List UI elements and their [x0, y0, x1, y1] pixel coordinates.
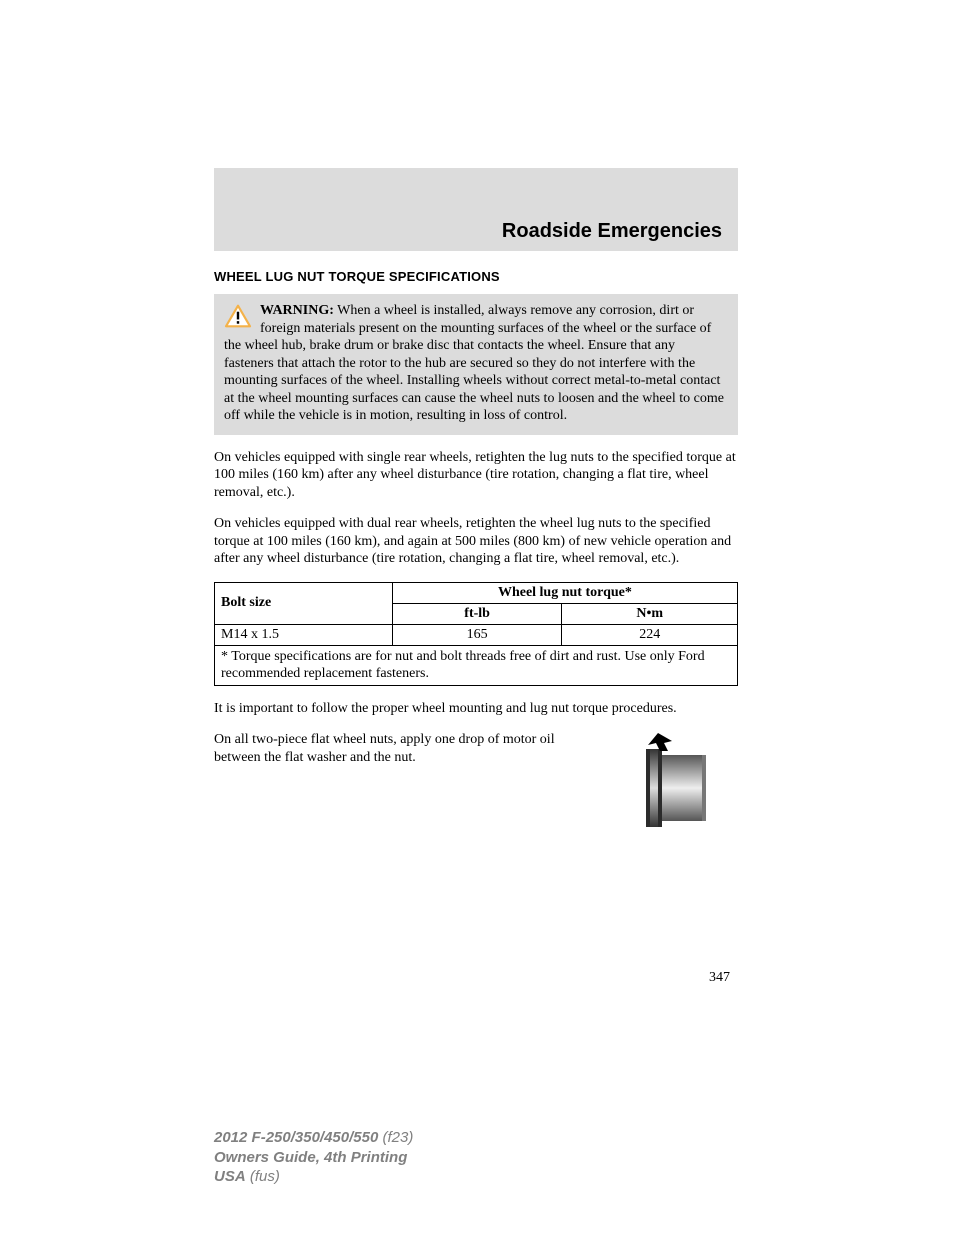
table-note: * Torque specifications are for nut and …	[215, 645, 738, 685]
cell-nm: 224	[562, 624, 738, 645]
paragraph-single-rear: On vehicles equipped with single rear wh…	[214, 449, 738, 502]
footer-region: USA	[214, 1168, 246, 1185]
footer-line-3: USA (fus)	[214, 1167, 413, 1187]
table-header-row: Bolt size Wheel lug nut torque*	[215, 582, 738, 603]
warning-text: When a wheel is installed, always remove…	[224, 303, 724, 423]
torque-table: Bolt size Wheel lug nut torque* ft-lb N•…	[214, 582, 738, 686]
warning-label: WARNING:	[260, 303, 334, 318]
paragraph-dual-rear: On vehicles equipped with dual rear whee…	[214, 515, 738, 568]
table-header-bolt-size: Bolt size	[215, 582, 393, 624]
content-area: WHEEL LUG NUT TORQUE SPECIFICATIONS WARN…	[214, 269, 738, 831]
footer-line-1: 2012 F-250/350/450/550 (f23)	[214, 1128, 413, 1148]
table-note-row: * Torque specifications are for nut and …	[215, 645, 738, 685]
table-header-torque: Wheel lug nut torque*	[392, 582, 737, 603]
cell-ftlb: 165	[392, 624, 562, 645]
table-row: M14 x 1.5 165 224	[215, 624, 738, 645]
footer-line-2: Owners Guide, 4th Printing	[214, 1148, 413, 1168]
cell-bolt-size: M14 x 1.5	[215, 624, 393, 645]
table-header-ftlb: ft-lb	[392, 603, 562, 624]
footer-code: (f23)	[378, 1129, 413, 1146]
page-number: 347	[709, 970, 730, 986]
paragraph-procedures: It is important to follow the proper whe…	[214, 700, 738, 718]
footer-model: 2012 F-250/350/450/550	[214, 1129, 378, 1146]
footer-region-code: (fus)	[246, 1168, 280, 1185]
warning-triangle-icon	[224, 304, 252, 328]
warning-box: WARNING: When a wheel is installed, alwa…	[214, 294, 738, 435]
table-header-nm: N•m	[562, 603, 738, 624]
chapter-title: Roadside Emergencies	[230, 220, 722, 243]
oil-instruction-row: On all two-piece flat wheel nuts, apply …	[214, 731, 738, 831]
oil-instruction-text: On all two-piece flat wheel nuts, apply …	[214, 731, 588, 766]
chapter-header-bar: Roadside Emergencies	[214, 168, 738, 251]
lug-nut-illustration	[608, 731, 738, 831]
page-content: Roadside Emergencies WHEEL LUG NUT TORQU…	[214, 168, 738, 831]
section-heading: WHEEL LUG NUT TORQUE SPECIFICATIONS	[214, 269, 738, 284]
footer-block: 2012 F-250/350/450/550 (f23) Owners Guid…	[214, 1128, 413, 1187]
